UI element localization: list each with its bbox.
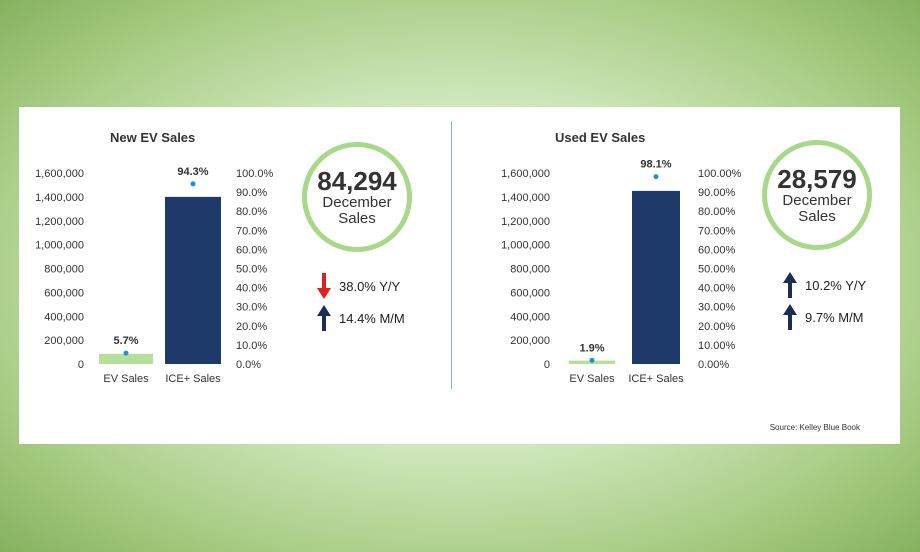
y2-tick-label: 100.0%: [236, 168, 274, 180]
y2-tick-label: 60.0%: [236, 244, 267, 256]
y2-tick-label: 90.0%: [236, 187, 267, 199]
used-ev-sales-chart: 0 200,000 400,000 600,000 800,000 1,000,000 1,…: [501, 159, 742, 385]
y-tick-label: 1,000,000: [501, 240, 550, 252]
y2-tick-label: 0.0%: [236, 359, 261, 371]
y2-tick-label: 30.00%: [698, 302, 736, 314]
bar-ice-sales: [165, 196, 221, 364]
bar-ev-sales: [99, 353, 153, 364]
new-sales-label-2: Sales: [338, 210, 376, 227]
y-tick-label: 600,000: [44, 287, 84, 299]
y2-tick-label: 50.00%: [698, 264, 736, 276]
used-chart-title: Used EV Sales: [555, 130, 646, 145]
up-arrow-icon: [783, 272, 797, 298]
used-yoy-stat: 10.2% Y/Y: [783, 272, 866, 298]
x-tick-label: ICE+ Sales: [628, 373, 684, 385]
y2-tick-label: 40.0%: [236, 283, 267, 295]
used-yoy-value: 10.2% Y/Y: [805, 277, 867, 293]
y2-tick-label: 80.0%: [236, 206, 267, 218]
sales-card: New EV Sales 0 200,000 400,000 600,000 800,0…: [19, 107, 900, 444]
y-tick-label: 0: [78, 359, 84, 371]
y2-tick-label: 90.00%: [698, 187, 736, 199]
y2-tick-label: 80.00%: [698, 206, 736, 218]
y2-tick-label: 10.0%: [236, 340, 267, 352]
y2-tick-label: 10.00%: [698, 340, 736, 352]
y-tick-label: 1,200,000: [501, 216, 550, 228]
new-sales-ring: 84,294 December Sales: [302, 142, 412, 252]
panel-divider: [451, 121, 452, 389]
x-tick-label: EV Sales: [569, 373, 615, 385]
y2-tick-label: 30.0%: [236, 302, 267, 314]
x-tick-label: EV Sales: [103, 373, 149, 385]
up-arrow-icon: [317, 305, 331, 331]
y2-tick-label: 0.00%: [698, 359, 729, 371]
y-tick-label: 400,000: [44, 311, 84, 323]
share-data-label: 98.1%: [640, 159, 671, 171]
y2-tick-label: 20.0%: [236, 321, 267, 333]
y-tick-label: 200,000: [510, 335, 550, 347]
y-tick-label: 600,000: [510, 287, 550, 299]
y-tick-label: 1,600,000: [35, 168, 84, 180]
share-data-label: 94.3%: [177, 166, 208, 178]
y-tick-label: 800,000: [510, 264, 550, 276]
y-tick-label: 200,000: [44, 335, 84, 347]
new-yoy-stat: 38.0% Y/Y: [317, 273, 400, 299]
share-marker: [190, 181, 196, 187]
y2-tick-label: 60.00%: [698, 244, 736, 256]
y-tick-label: 1,200,000: [35, 216, 84, 228]
y-tick-label: 1,400,000: [501, 192, 550, 204]
bar-ice-sales: [632, 190, 680, 364]
y-tick-label: 800,000: [44, 264, 84, 276]
share-data-label: 1.9%: [579, 342, 604, 354]
used-mom-value: 9.7% M/M: [805, 309, 864, 325]
y2-tick-label: 70.00%: [698, 225, 736, 237]
source-note: Source: Kelley Blue Book: [769, 423, 860, 432]
y-tick-label: 1,600,000: [501, 168, 550, 180]
share-marker: [589, 357, 595, 363]
y2-tick-label: 100.00%: [698, 168, 742, 180]
y2-tick-label: 50.0%: [236, 264, 267, 276]
new-mom-value: 14.4% M/M: [339, 310, 405, 326]
used-sales-label-2: Sales: [798, 208, 836, 225]
share-marker: [653, 174, 659, 180]
new-mom-stat: 14.4% M/M: [317, 305, 405, 331]
share-marker: [123, 350, 129, 356]
y2-tick-label: 40.00%: [698, 283, 736, 295]
y2-tick-label: 70.0%: [236, 225, 267, 237]
x-tick-label: ICE+ Sales: [165, 373, 221, 385]
new-sales-label-1: December: [322, 194, 392, 211]
new-chart-title: New EV Sales: [110, 130, 196, 145]
new-yoy-value: 38.0% Y/Y: [339, 278, 401, 294]
used-sales-label-1: December: [782, 192, 852, 209]
share-data-label: 5.7%: [113, 335, 138, 347]
used-sales-ring: 28,579 December Sales: [762, 140, 872, 250]
y-tick-label: 1,000,000: [35, 240, 84, 252]
y2-tick-label: 20.00%: [698, 321, 736, 333]
y-tick-label: 1,400,000: [35, 192, 84, 204]
down-arrow-icon: [317, 273, 331, 299]
y-tick-label: 400,000: [510, 311, 550, 323]
new-total-sales: 84,294: [317, 166, 397, 196]
used-total-sales: 28,579: [777, 164, 857, 194]
used-mom-stat: 9.7% M/M: [783, 304, 864, 330]
new-ev-sales-chart: 0 200,000 400,000 600,000 800,000 1,000,000 1,…: [35, 166, 274, 385]
y-tick-label: 0: [544, 359, 550, 371]
up-arrow-icon: [783, 304, 797, 330]
